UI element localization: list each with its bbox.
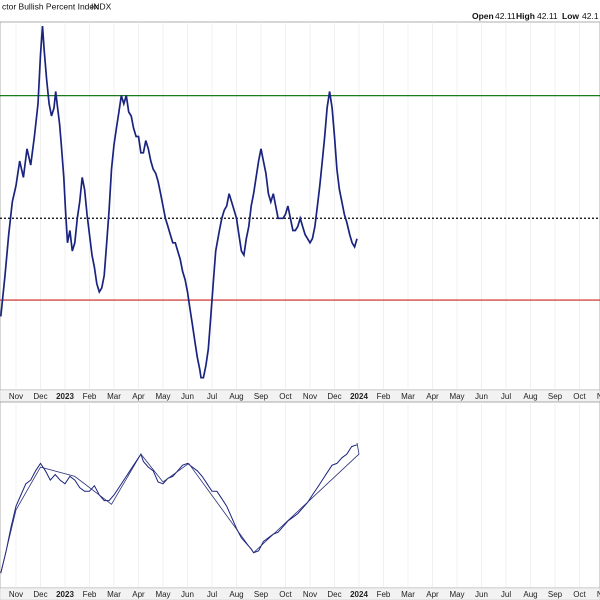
panel2-axis-band — [0, 587, 600, 600]
chart-symbol: INDX — [91, 2, 112, 12]
x-tick-label-21: Aug — [523, 392, 537, 401]
panel1-gridlines — [15, 22, 580, 390]
x-tick-label-12: Nov — [303, 590, 317, 599]
x-tick-label-17: Apr — [426, 590, 439, 599]
high-label: High — [516, 11, 535, 21]
open-label: Open — [472, 11, 494, 21]
x-tick-label-3: Feb — [83, 590, 97, 599]
panel2-series — [0, 442, 360, 574]
x-tick-label-11: Oct — [279, 392, 292, 401]
x-tick-label-6: May — [155, 392, 170, 401]
x-tick-label-9: Aug — [229, 590, 243, 599]
x-tick-label-7: Jun — [181, 392, 194, 401]
x-tick-label-16: Mar — [401, 392, 415, 401]
x-tick-label-14: 2024 — [350, 392, 368, 401]
x-tick-label-15: Feb — [377, 392, 391, 401]
open-value: 42.11 — [495, 11, 516, 21]
low-label: Low — [562, 11, 579, 21]
x-tick-label-7: Jun — [181, 590, 194, 599]
x-tick-label-10: Sep — [254, 392, 269, 401]
bullish-percent-panel: Nov Dec 2023 Feb Mar Apr May Jun Jul Aug Sep Oct Nov… — [0, 21, 600, 403]
x-tick-label-3: Feb — [83, 392, 97, 401]
x-tick-label-12: Nov — [303, 392, 317, 401]
x-tick-label-22: Sep — [548, 590, 563, 599]
x-tick-label-1: Dec — [33, 590, 47, 599]
x-tick-label-20: Jul — [501, 590, 511, 599]
x-tick-label-4: Mar — [107, 590, 121, 599]
x-tick-label-4: Mar — [107, 392, 121, 401]
x-tick-label-8: Jul — [207, 392, 217, 401]
low-value: 42.1 — [582, 11, 599, 21]
x-tick-label-19: Jun — [475, 392, 488, 401]
x-tick-label-24: Nov — [597, 590, 600, 599]
panel1-frame — [0, 21, 600, 391]
x-tick-label-19: Jun — [475, 590, 488, 599]
x-tick-label-20: Jul — [501, 392, 511, 401]
panel2-x-ticks: Nov Dec 2023 Feb Mar Apr May Jun Jul Aug Sep Oct Nov… — [9, 590, 600, 599]
chart-title: ctor Bullish Percent Index — [2, 2, 99, 12]
x-tick-label-8: Jul — [207, 590, 217, 599]
x-tick-label-24: Nov — [597, 392, 600, 401]
x-tick-label-14: 2024 — [350, 590, 368, 599]
panel1-x-ticks: Nov Dec 2023 Feb Mar Apr May Jun Jul Aug Sep Oct Nov… — [9, 392, 600, 401]
series-line-0 — [0, 26, 358, 379]
x-tick-label-13: Dec — [327, 590, 341, 599]
price-panel: Nov Dec 2023 Feb Mar Apr May Jun Jul Aug Sep Oct Nov… — [0, 401, 600, 600]
x-tick-label-2: 2023 — [56, 590, 74, 599]
x-tick-label-5: Apr — [132, 392, 145, 401]
panel2-frame — [0, 401, 600, 589]
x-tick-label-9: Aug — [229, 392, 243, 401]
x-tick-label-23: Oct — [573, 590, 586, 599]
x-tick-label-0: Nov — [9, 590, 23, 599]
x-tick-label-23: Oct — [573, 392, 586, 401]
x-tick-label-0: Nov — [9, 392, 23, 401]
panel1-series — [0, 26, 358, 379]
trend-line-1 — [0, 442, 360, 574]
x-tick-label-18: May — [449, 392, 464, 401]
high-value: 42.11 — [537, 11, 558, 21]
x-tick-label-16: Mar — [401, 590, 415, 599]
x-tick-label-6: May — [155, 590, 170, 599]
x-tick-label-10: Sep — [254, 590, 269, 599]
header-bar — [0, 0, 600, 22]
x-tick-label-11: Oct — [279, 590, 292, 599]
x-tick-label-17: Apr — [426, 392, 439, 401]
x-tick-label-2: 2023 — [56, 392, 74, 401]
x-tick-label-22: Sep — [548, 392, 563, 401]
x-tick-label-21: Aug — [523, 590, 537, 599]
x-tick-label-1: Dec — [33, 392, 47, 401]
x-tick-label-18: May — [449, 590, 464, 599]
series-line-0 — [0, 444, 358, 574]
x-tick-label-13: Dec — [327, 392, 341, 401]
x-tick-label-5: Apr — [132, 590, 145, 599]
x-tick-label-15: Feb — [377, 590, 391, 599]
